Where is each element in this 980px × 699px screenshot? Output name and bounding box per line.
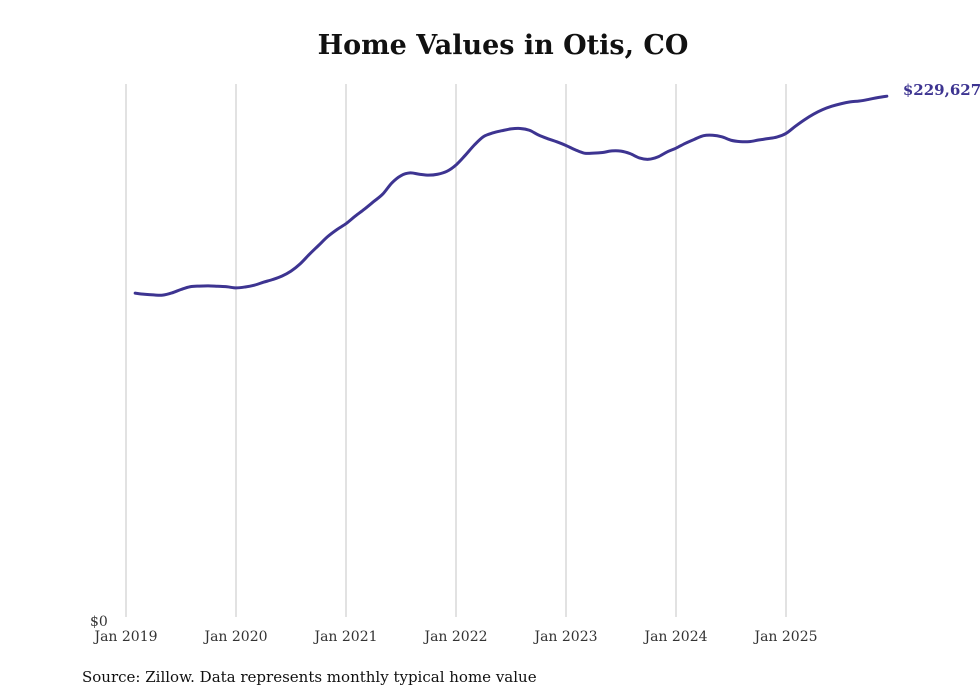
x-tick-label: Jan 2023 [532, 629, 597, 645]
series-line [133, 94, 889, 297]
x-tick-label: Jan 2021 [312, 629, 377, 645]
gridlines [125, 84, 787, 617]
series-layer [133, 94, 889, 297]
x-tick-label: Jan 2020 [202, 629, 267, 645]
x-tick-label: Jan 2019 [92, 629, 157, 645]
end-value-label: $229,627 [903, 81, 980, 99]
x-tick-label: Jan 2024 [642, 629, 707, 645]
axis-labels: Jan 2019 Jan 2020 Jan 2021 Jan 2022 Jan 2023… [90, 81, 980, 645]
x-tick-label: Jan 2022 [422, 629, 487, 645]
chart-title: Home Values in Otis, CO [317, 30, 689, 61]
x-tick-label: Jan 2025 [752, 629, 817, 645]
source-note: Source: Zillow. Data represents monthly … [82, 668, 537, 686]
y-tick-label: $0 [90, 614, 108, 630]
